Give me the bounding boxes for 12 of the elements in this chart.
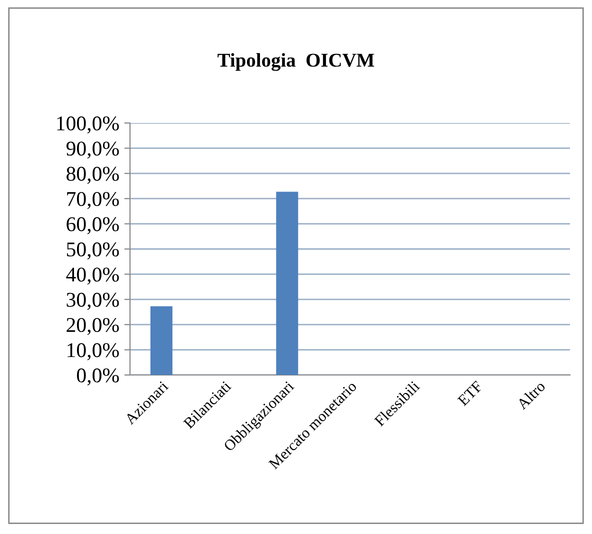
y-tick-label: 20,0% (66, 318, 119, 336)
y-tick-label: 60,0% (66, 217, 119, 234)
y-tick-label: 40,0% (66, 268, 119, 285)
y-tick-label: 70,0% (67, 192, 119, 210)
y-tick-label: 90,0% (66, 142, 119, 159)
chart-title: Tipologia OICVM (218, 53, 374, 71)
y-tick-label: 0,0% (76, 368, 119, 386)
y-tick-label: 50,0% (66, 242, 119, 260)
y-tick-label: 100,0% (57, 116, 119, 134)
y-tick-label: 10,0% (68, 343, 119, 360)
y-tick-label: 80,0% (66, 166, 119, 184)
y-tick-label: 30,0% (66, 292, 119, 310)
